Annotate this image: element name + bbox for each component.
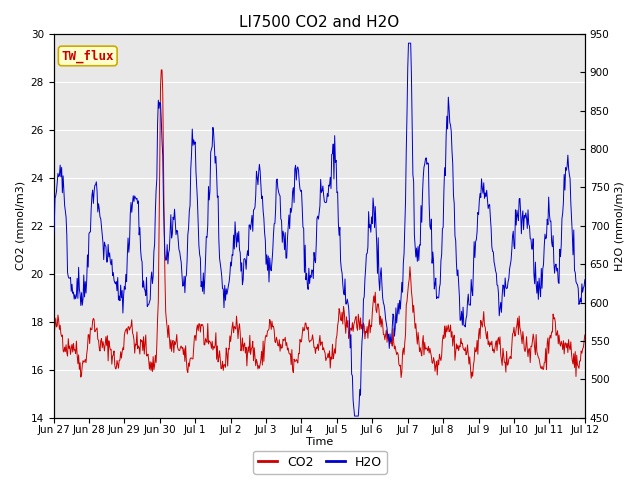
X-axis label: Time: Time [305, 437, 333, 446]
Legend: CO2, H2O: CO2, H2O [253, 451, 387, 474]
Title: LI7500 CO2 and H2O: LI7500 CO2 and H2O [239, 15, 399, 30]
Text: TW_flux: TW_flux [61, 49, 114, 62]
Y-axis label: H2O (mmol/m3): H2O (mmol/m3) [615, 181, 625, 271]
Y-axis label: CO2 (mmol/m3): CO2 (mmol/m3) [15, 181, 25, 270]
